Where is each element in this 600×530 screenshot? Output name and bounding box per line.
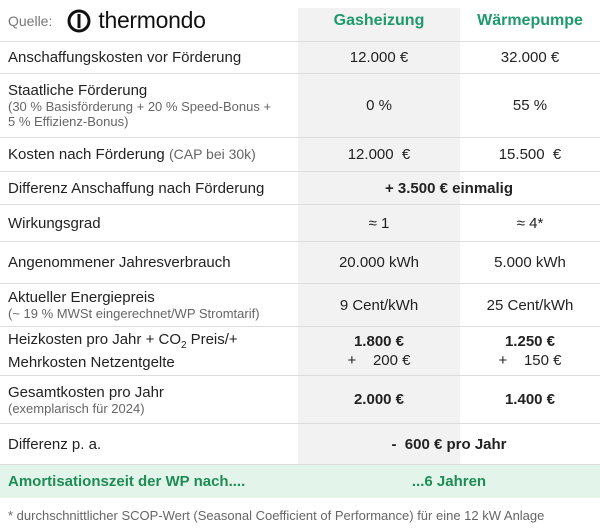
cell: 25 Cent/kWh [486,296,574,314]
row-label-text: Gesamtkosten pro Jahr [8,383,164,401]
cell-line: 1.250 € [504,333,556,350]
row-label: Differenz p. a. [8,435,102,453]
source: Quelle: thermondo [0,7,298,34]
row-note: (30 % Basisförderung + 20 % Speed-Bonus … [8,99,272,129]
table-row: Differenz Anschaffung nach Förderung + 3… [0,172,600,205]
row-label-text: Heizkosten pro Jahr + CO [8,331,181,348]
cell: 20.000 kWh [338,254,420,271]
row-label: Wirkungsgrad [8,214,101,232]
row-note: (CAP bei 30k) [168,146,256,162]
cell-line: + 200 € [347,352,411,369]
cell: ≈ 1 [368,214,390,232]
row-note: (exemplarisch für 2024) [8,400,145,416]
row-label: Gesamtkosten pro Jahr (exemplarisch für … [0,384,298,416]
logo-text: thermondo [98,7,206,33]
row-label: Amortisationszeit der WP nach.... [8,473,246,490]
row-label: Differenz Anschaffung nach Förderung [8,179,265,197]
row-label-text: Preis/+ [190,331,238,348]
row-label-text: Mehrkosten Netzentgelte [8,354,175,371]
row-label-text: Aktueller Energiepreis [8,289,155,306]
row-label: Anschaffungskosten vor Förderung [8,49,242,66]
row-note: (~ 19 % MWSt eingerechnet/WP Stromtarif) [8,306,260,321]
column-header: Wärmepumpe [477,11,583,29]
cell-line: + 150 € [498,352,562,369]
cell: 9 Cent/kWh [339,296,419,314]
logo-icon [67,9,91,32]
table-row: Heizkosten pro Jahr + CO2 Preis/+ Mehrkos… [0,327,600,376]
cell-line: 1.800 € [353,333,405,350]
table-row: Aktueller Energiepreis (~ 19 % MWSt eing… [0,284,600,327]
cell: 12.000 € [347,146,411,163]
merged-cell: ...6 Jahren [411,473,487,490]
row-label: Kosten nach Förderung (CAP bei 30k) [0,146,298,163]
merged-cell: + 3.500 € einmalig [385,179,513,197]
cell: 1.400 € [504,391,556,408]
row-label-text: Staatliche Förderung [8,82,148,99]
cell: 15.500 € [498,146,562,163]
row-label: Staatliche Förderung (30 % Basisförderun… [0,82,298,129]
subscript: 2 [181,340,187,351]
header-row: Quelle: thermondo Gasheizung Wärmepumpe [0,0,600,42]
table-row: Wirkungsgrad ≈ 1 ≈ 4* [0,205,600,242]
table-row: Kosten nach Förderung (CAP bei 30k) 12.0… [0,138,600,172]
cell: 1.250 € + 150 € [460,332,600,370]
table-row: Differenz p. a. - 600 € pro Jahr [0,424,600,465]
cell: 0 % [366,97,392,114]
table-row: Anschaffungskosten vor Förderung 12.000 … [0,42,600,74]
highlight-row: Amortisationszeit der WP nach.... ...6 J… [0,465,600,498]
row-label: Aktueller Energiepreis (~ 19 % MWSt eing… [0,289,298,321]
cell: ≈ 4* [516,214,544,232]
cell: 2.000 € [353,391,405,408]
column-header: Gasheizung [333,11,425,29]
row-label-text: Kosten nach Förderung [8,146,165,163]
table-row: Staatliche Förderung (30 % Basisförderun… [0,74,600,138]
table-row: Gesamtkosten pro Jahr (exemplarisch für … [0,376,600,424]
footnote: * durchschnittlicher SCOP-Wert (Seasonal… [8,508,545,523]
cell: 55 % [512,97,548,114]
cell: 12.000 € [349,49,409,66]
row-label: Heizkosten pro Jahr + CO2 Preis/+ Mehrkos… [0,331,298,371]
cell: 32.000 € [500,49,560,66]
source-label: Quelle: [8,12,53,29]
row-label: Angenommener Jahresverbrauch [8,254,231,271]
cell: 1.800 € + 200 € [298,332,460,370]
table-row: Angenommener Jahresverbrauch 20.000 kWh … [0,242,600,284]
merged-cell: - 600 € pro Jahr [391,435,507,453]
column-background [298,8,460,465]
cell: 5.000 kWh [494,254,566,271]
